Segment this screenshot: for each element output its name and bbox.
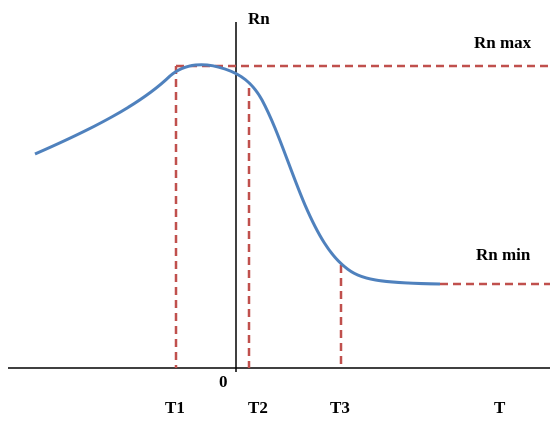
marker-label: T1 [165,398,185,417]
marker-label: T3 [330,398,350,417]
min-label: Rn min [476,245,531,264]
max-label: Rn max [474,33,532,52]
y-axis-label: Rn [248,9,270,28]
origin-label: 0 [219,372,228,391]
curve [34,63,441,286]
marker-label: T2 [248,398,268,417]
x-axis-label: T [494,398,506,417]
